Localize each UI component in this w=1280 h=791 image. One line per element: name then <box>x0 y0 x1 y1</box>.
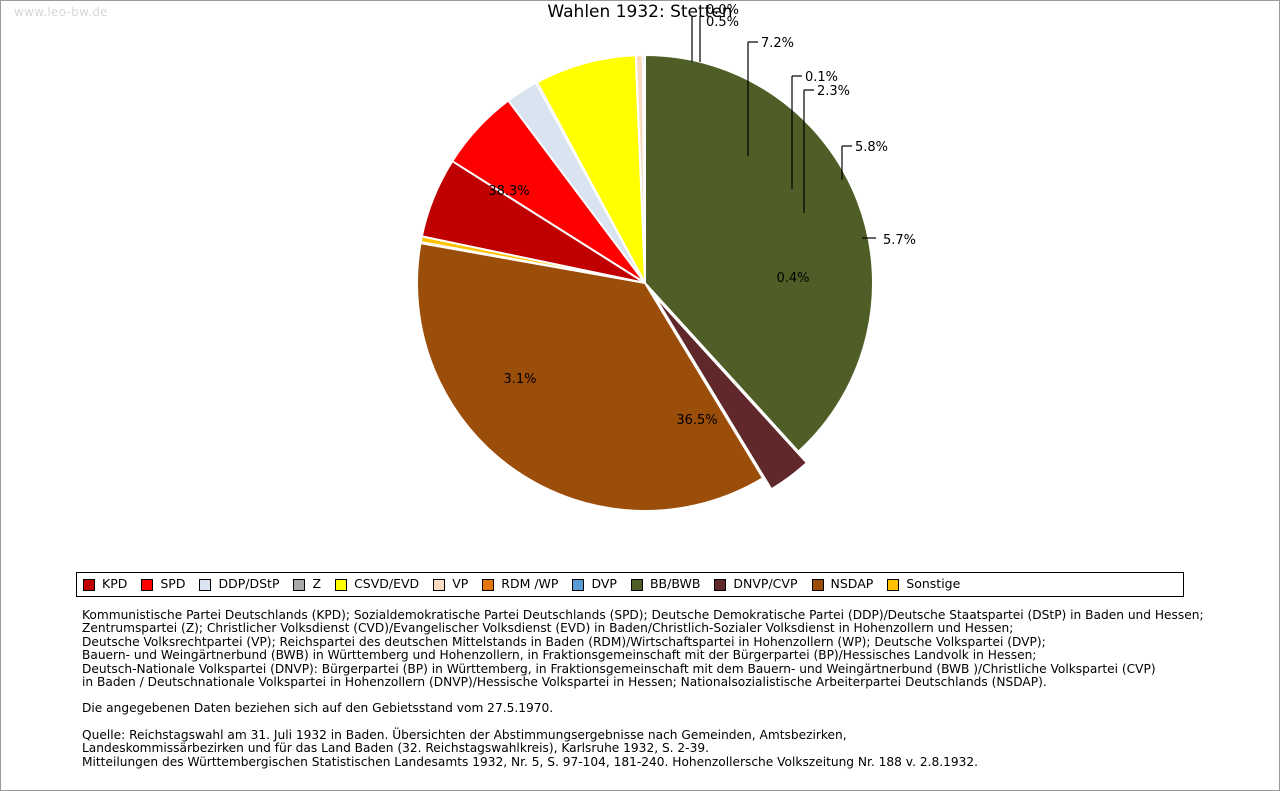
legend-item-csvd-evd[interactable]: CSVD/EVD <box>335 578 419 591</box>
pie-value-label-vp: 0.5% <box>706 15 739 30</box>
party-note-line: Kommunistische Partei Deutschlands (KPD)… <box>82 608 1204 622</box>
party-note-line: Bauern- und Weingärtnerbund (BWB) in Wür… <box>82 648 1037 663</box>
pie-value-label-dvp: 0.0% <box>706 3 739 18</box>
legend-item-rdm-wp[interactable]: RDM /WP <box>482 578 558 591</box>
chart-title: Wahlen 1932: Stetten <box>547 2 733 22</box>
party-note-line: Deutsch-Nationale Volkspartei (DNVP): Bü… <box>82 661 1156 676</box>
footnotes: Kommunistische Partei Deutschlands (KPD)… <box>82 608 1232 769</box>
legend: KPD SPD DDP/DStP Z CSVD/EVD VP RDM /WP DVP BB/BW… <box>76 572 1184 597</box>
pie-value-label-ddp-dstp: 2.3% <box>817 84 850 99</box>
legend-swatch-icon <box>141 578 154 591</box>
pie-chart-svg: 0.0%0.5% 7.2% 0.1%2.3% 5.8% 5.7% 0.4% 36.5% 3.1… <box>416 3 916 512</box>
legend-item-label: CSVD/EVD <box>354 576 420 592</box>
pie-value-label-kpd: 5.7% <box>883 233 916 248</box>
party-note-line: Zentrumspartei (Z); Christlicher Volksdi… <box>82 621 1014 636</box>
pie-slices <box>416 53 874 512</box>
pie-leader-lines <box>691 16 876 239</box>
pie-slice-nsdap <box>416 242 765 512</box>
legend-swatch-icon <box>714 578 727 591</box>
legend-item-label: DVP <box>591 576 617 592</box>
legend-item-label: Z <box>312 576 322 592</box>
pie-slice-dnvp-cvp <box>652 293 809 491</box>
legend-item-nsdap[interactable]: NSDAP <box>811 576 874 592</box>
pie-value-label-bb-bwb: 38.3% <box>488 184 529 199</box>
source-note-line: Mitteilungen des Württembergischen Stati… <box>82 754 978 769</box>
pie-value-label-dnvp-cvp: 3.1% <box>503 372 536 387</box>
legend-item-bb-bwb[interactable]: BB/BWB <box>630 576 701 592</box>
legend-swatch-icon <box>83 578 95 591</box>
pie-value-label-z: 0.1% <box>805 70 838 85</box>
legend-swatch-icon <box>811 578 824 591</box>
legend-item-ddp-dstp[interactable]: DDP/DStP <box>199 578 279 591</box>
pie-value-label-nsdap: 36.5% <box>676 413 717 428</box>
legend-item-label: VP <box>452 576 469 592</box>
party-note-line: Deutsche Volksrechtpartei (VP); Reichspa… <box>82 634 1046 649</box>
source-note-line: Landeskommissärbezirken und für das Land… <box>82 741 709 756</box>
watermark: www.leo-bw.de <box>14 5 108 19</box>
legend-item-kpd[interactable]: KPD <box>83 578 127 591</box>
legend-swatch-icon <box>482 578 495 591</box>
legend-item-label: SPD <box>160 576 186 592</box>
legend-swatch-icon <box>887 578 900 591</box>
pie-slice-csvd-evd <box>535 54 646 284</box>
legend-swatch-icon <box>335 578 348 591</box>
source-note: Quelle: Reichstagswahl am 31. Juli 1932 … <box>82 727 1232 769</box>
legend-item-label: KPD <box>102 576 128 592</box>
legend-item-dnvp-cvp[interactable]: DNVP/CVP <box>714 576 798 592</box>
pie-chart: 0.0% 0.5% 7.2% 0.1% 2.3% 5.8% 5.7% 0.4% 36.5% 3.1… <box>416 3 916 512</box>
legend-item-sonstige[interactable]: Sonstige <box>887 578 960 591</box>
legend-swatch-icon <box>293 578 306 591</box>
legend-item-label: DDP/DStP <box>218 576 280 592</box>
party-note-line: in Baden / Deutschnationale Volkspartei … <box>82 675 1047 690</box>
legend-swatch-icon <box>199 578 212 591</box>
legend-item-dvp[interactable]: DVP <box>572 578 617 591</box>
legend-item-spd[interactable]: SPD <box>141 578 185 591</box>
territory-note: Die angegebenen Daten beziehen sich auf … <box>82 701 1232 716</box>
source-note-line: Quelle: Reichstagswahl am 31. Juli 1932 … <box>82 727 847 742</box>
legend-item-label: Sonstige <box>906 576 961 592</box>
legend-swatch-icon <box>572 578 585 591</box>
pie-slice-labels: 0.0%0.5% 7.2% 0.1%2.3% 5.8% 5.7% 0.4% 36.5% 3.1… <box>488 3 916 428</box>
legend-item-label: RDM /WP <box>501 576 559 592</box>
pie-value-label-sonstige: 0.4% <box>776 271 809 286</box>
legend-swatch-icon <box>433 578 446 591</box>
pie-value-label-spd: 5.8% <box>855 140 888 155</box>
legend-item-label: DNVP/CVP <box>733 576 798 592</box>
legend-item-label: NSDAP <box>830 576 874 592</box>
note-spacer <box>82 716 1232 729</box>
pie-value-label-csvd-evd: 7.2% <box>761 36 794 51</box>
legend-item-label: BB/BWB <box>649 576 701 592</box>
legend-item-vp[interactable]: VP <box>433 578 468 591</box>
legend-item-z[interactable]: Z <box>293 578 321 591</box>
legend-swatch-icon <box>630 578 643 591</box>
pie-slice-bb-bwb <box>644 53 874 454</box>
territory-note-line: Die angegebenen Daten beziehen sich auf … <box>82 701 554 716</box>
party-names-note: Kommunistische Partei Deutschlands (KPD)… <box>82 608 1232 690</box>
